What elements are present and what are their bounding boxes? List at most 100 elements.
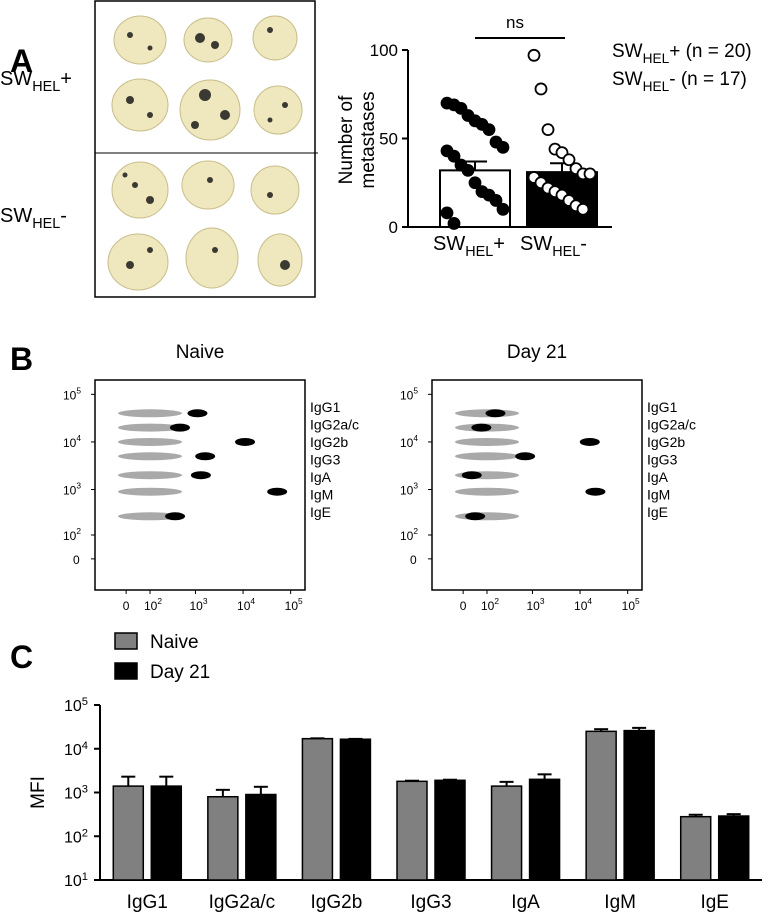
y-tick-label: 50	[379, 130, 398, 149]
bar	[585, 730, 617, 881]
legend-entry-part: HEL	[643, 79, 670, 94]
unstained-population	[118, 512, 182, 521]
legend-entry-part: + (n = 20)	[669, 41, 751, 62]
legend-swatch	[114, 632, 138, 650]
y-tick-label: 105	[64, 696, 88, 715]
row-label: IgE	[647, 504, 668, 520]
x-tick-label: 102	[481, 596, 499, 613]
stained-population	[195, 452, 216, 461]
x-tick-label-part: 10	[622, 599, 636, 613]
x-tick-label-part: 2	[157, 596, 162, 606]
legend-entry-part: SW	[612, 41, 643, 62]
y-tick-label-part: 5	[413, 385, 418, 395]
row-label: IgA	[647, 469, 669, 485]
y-tick-label-part: 3	[82, 784, 88, 796]
x-tick-label: 103	[189, 596, 207, 613]
data-point	[496, 140, 510, 154]
unstained-population	[118, 423, 182, 432]
x-tick-label-part: 10	[285, 599, 299, 613]
legend-entry-part: SW	[612, 69, 643, 90]
data-point	[541, 123, 555, 137]
x-tick-label: 104	[574, 596, 592, 613]
x-tick-label-part: 5	[298, 596, 303, 606]
y-tick-label-part: 1	[82, 871, 88, 883]
row-label: IgM	[310, 487, 333, 503]
y-axis-label: MFI	[28, 776, 49, 809]
x-tick-label: IgE	[700, 892, 729, 913]
legend-entry-part: - (n = 17)	[669, 69, 747, 90]
y-tick-label-part: 3	[413, 481, 418, 491]
legend-entry: SWHEL+ (n = 20)	[612, 41, 752, 66]
y-tick-label-part: 10	[63, 436, 77, 450]
x-tick-label-part: 10	[481, 599, 495, 613]
data-point	[534, 82, 548, 96]
y-tick-label-part: 10	[400, 484, 414, 498]
row-label: IgA	[310, 469, 332, 485]
x-tick-label: IgA	[511, 892, 540, 913]
y-tick-label-part: 10	[400, 529, 414, 543]
stained-population	[169, 423, 190, 432]
panel-label: C	[10, 639, 33, 675]
x-tick-label: 0	[123, 599, 130, 613]
row-label: IgG2b	[310, 434, 348, 450]
bar	[490, 785, 523, 881]
unstained-population	[455, 512, 519, 521]
bar	[339, 738, 372, 881]
data-point	[576, 202, 590, 216]
x-tick-label-part: 10	[189, 599, 203, 613]
y-tick-label: 102	[63, 526, 81, 543]
y-tick-label: 101	[64, 871, 88, 890]
panel-label: A	[10, 43, 33, 79]
legend-label: Naive	[150, 632, 199, 653]
stained-population	[515, 452, 536, 461]
chart-title: Day 21	[507, 342, 567, 363]
unstained-population	[118, 471, 182, 480]
data-point	[527, 48, 541, 62]
row-label: IgG2a/c	[647, 417, 696, 433]
data-point	[447, 149, 461, 163]
row-label: IgE	[310, 504, 331, 520]
legend-entry-part: HEL	[643, 51, 670, 66]
y-tick-label-part: 10	[400, 388, 414, 402]
x-tick-label: IgG2b	[311, 892, 363, 913]
x-tick-label: IgG3	[410, 892, 451, 913]
x-tick-label: 0	[460, 599, 467, 613]
x-tick-label-part: +	[493, 233, 505, 255]
photo-row-label-part: SW	[0, 68, 32, 90]
y-tick-label: 0	[410, 553, 417, 567]
y-tick-label-part: 10	[400, 436, 414, 450]
row-label: IgG3	[310, 452, 341, 468]
y-tick-label-part: 10	[64, 742, 82, 759]
bar	[623, 729, 655, 881]
x-tick-label-part: 2	[494, 596, 499, 606]
x-tick-label: IgG1	[127, 892, 168, 913]
y-tick-label: 105	[63, 385, 81, 402]
photo-row-label-part: HEL	[32, 79, 60, 95]
bar	[301, 737, 334, 881]
y-tick-label: 0	[389, 218, 398, 237]
y-tick-label: 0	[73, 553, 80, 567]
data-point	[482, 123, 496, 137]
x-tick-label-part: SW	[433, 233, 465, 255]
legend-label: Day 21	[150, 662, 210, 683]
x-tick-label: IgG2a/c	[209, 892, 276, 913]
stained-population	[187, 409, 208, 418]
panel-label: B	[10, 341, 33, 377]
x-tick-label-part: 10	[574, 599, 588, 613]
row-label: IgG2b	[647, 434, 685, 450]
bar	[528, 778, 561, 881]
legend-swatch	[114, 662, 138, 680]
x-tick-label: 105	[285, 596, 303, 613]
y-axis-label-line: Number of	[336, 95, 357, 184]
photo-row-label-part: +	[60, 68, 72, 90]
lungs	[107, 15, 303, 291]
x-tick-label-part: 10	[237, 599, 251, 613]
row-label: IgG1	[310, 399, 341, 415]
bar	[150, 785, 183, 881]
stained-population	[267, 487, 288, 496]
data-point	[496, 202, 510, 216]
bar	[245, 793, 277, 881]
unstained-population	[455, 437, 519, 446]
x-tick-label-part: 4	[250, 596, 255, 606]
x-tick-label-part: 4	[587, 596, 592, 606]
